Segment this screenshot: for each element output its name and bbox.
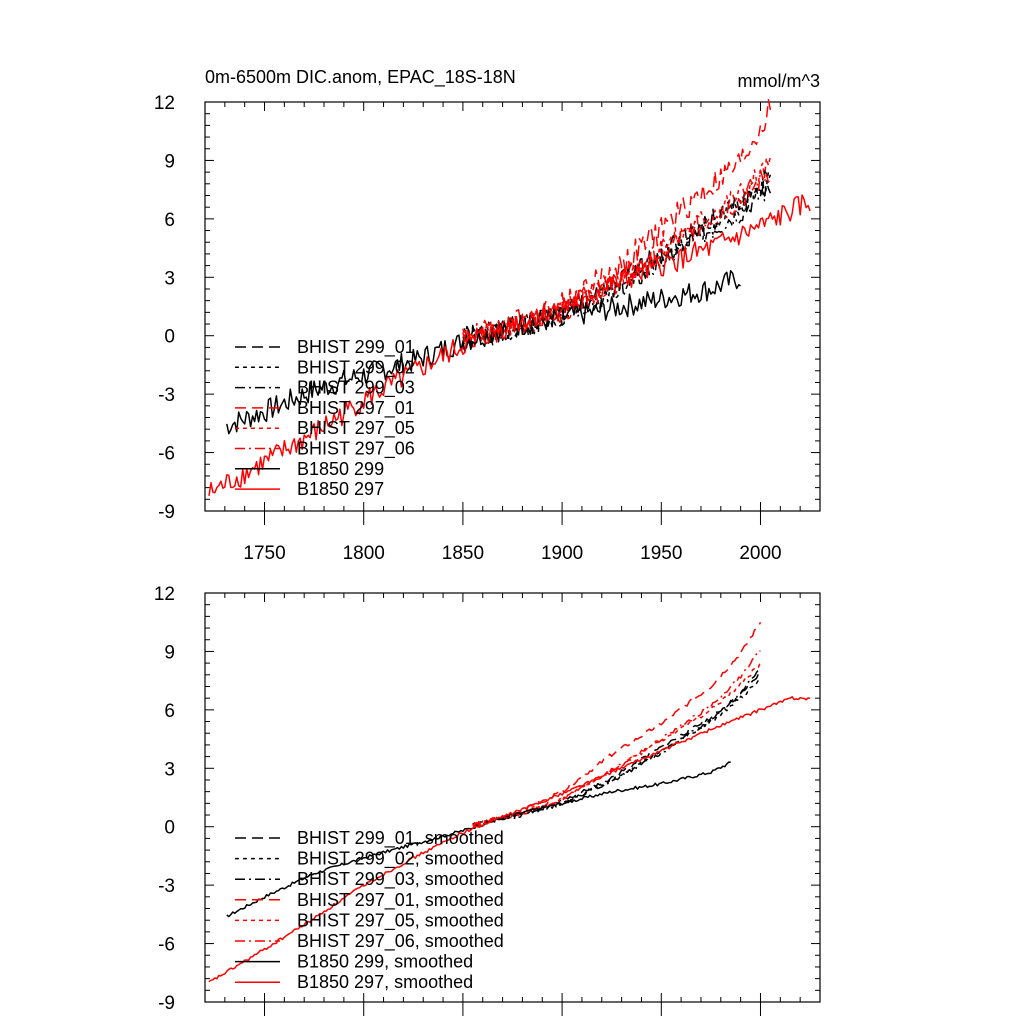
series-line (472, 667, 761, 826)
series-line (462, 169, 772, 349)
series-line (472, 672, 761, 827)
legend-label: BHIST 297_06 (297, 439, 415, 460)
y-tick-label: 0 (164, 327, 175, 348)
top-plot-frame (204, 101, 821, 512)
series-line (462, 170, 771, 347)
legend-label: BHIST 297_05, smoothed (297, 910, 504, 931)
y-tick-label: -6 (158, 444, 175, 465)
y-tick-label: 9 (164, 151, 175, 172)
top-chart-units-label: mmol/m^3 (738, 71, 820, 91)
legend-label: BHIST 297_06, smoothed (297, 931, 504, 952)
series-line (208, 194, 811, 497)
legend-label: BHIST 299_02, smoothed (297, 849, 504, 870)
y-tick-label: 0 (164, 818, 175, 839)
legend-label: BHIST 297_01, smoothed (297, 890, 504, 911)
series-line (472, 621, 762, 826)
y-tick-label: 12 (154, 584, 175, 605)
legend-label: B1850 299 (297, 459, 384, 479)
legend-label: B1850 297, smoothed (297, 972, 473, 992)
y-tick-label: -9 (158, 502, 175, 523)
top-series-layer (208, 98, 811, 497)
x-tick-label: 1850 (442, 543, 484, 564)
y-tick-label: 9 (164, 642, 175, 663)
x-tick-label: 1950 (640, 543, 682, 564)
y-tick-label: -3 (158, 876, 175, 897)
series-line (472, 661, 762, 827)
legend-label: BHIST 299_01, smoothed (297, 828, 504, 849)
y-tick-label: -3 (158, 385, 175, 406)
y-tick-label: 3 (164, 268, 175, 289)
y-tick-label: 12 (154, 93, 175, 114)
legend-label: BHIST 299_01 (297, 337, 415, 358)
series-line (208, 696, 811, 983)
bottom-series-layer (208, 621, 811, 983)
y-tick-label: -9 (158, 993, 175, 1014)
legend-label: BHIST 297_05 (297, 418, 415, 439)
x-tick-label: 2000 (739, 543, 781, 564)
bottom-axis-ticks: -9 -6 -3 0 3 6 9 12 (154, 584, 820, 1016)
legend-label: BHIST 299_03 (297, 378, 415, 399)
top-chart-title: 0m-6500m DIC.anom, EPAC_18S-18N (205, 67, 516, 88)
x-tick-label: 1750 (243, 543, 285, 564)
y-tick-label: 6 (164, 701, 175, 722)
x-tick-label: 1800 (343, 543, 385, 564)
legend-label: B1850 299, smoothed (297, 952, 473, 972)
legend-label: BHIST 299_02 (297, 357, 415, 378)
legend-label: BHIST 299_03, smoothed (297, 869, 504, 890)
top-axis-ticks: -9 -6 -3 0 3 6 9 12 1750 1800 1850 1900 1950 2000 (154, 93, 820, 564)
series-line (472, 650, 761, 828)
x-tick-label: 1900 (541, 543, 583, 564)
series-line (226, 270, 741, 435)
y-tick-label: 6 (164, 210, 175, 231)
top-chart-panel: 0m-6500m DIC.anom, EPAC_18S-18N mmol/m^3… (154, 67, 821, 564)
bottom-plot-frame (204, 592, 821, 1003)
legend-label: BHIST 297_01 (297, 398, 415, 419)
legend-label: B1850 297 (297, 479, 384, 499)
y-tick-label: -6 (158, 935, 175, 956)
y-tick-label: 3 (164, 759, 175, 780)
